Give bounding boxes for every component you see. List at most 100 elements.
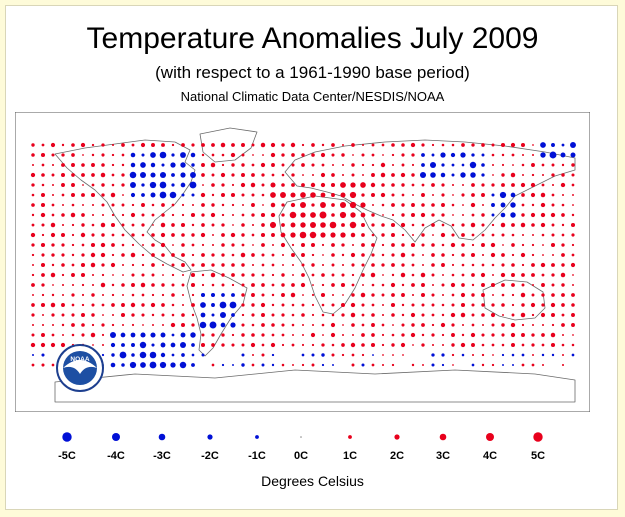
anomaly-dot (80, 272, 86, 278)
anomaly-dot (410, 332, 416, 338)
anomaly-dot (100, 282, 106, 288)
anomaly-dot (561, 283, 565, 287)
anomaly-dot (161, 213, 165, 217)
anomaly-dot (209, 321, 217, 329)
anomaly-dot (411, 303, 415, 307)
anomaly-dot (179, 341, 187, 349)
anomaly-dot (500, 222, 506, 228)
anomaly-dot (100, 242, 106, 248)
anomaly-dot (180, 182, 186, 188)
anomaly-dot (420, 292, 426, 298)
anomaly-dot (121, 153, 125, 157)
anomaly-dot (339, 211, 347, 219)
anomaly-dot (151, 233, 155, 237)
anomaly-dot (511, 273, 515, 277)
anomaly-dot (221, 333, 225, 337)
anomaly-dot (401, 243, 405, 247)
anomaly-dot (421, 223, 425, 227)
anomaly-dot (51, 153, 55, 157)
anomaly-dot (261, 273, 265, 277)
anomaly-dot (40, 302, 46, 308)
anomaly-dot (81, 253, 85, 257)
anomaly-dot (271, 233, 275, 237)
anomaly-dot (371, 363, 375, 367)
anomaly-dot (321, 273, 325, 277)
anomaly-dot (241, 333, 245, 337)
anomaly-dot (531, 333, 535, 337)
anomaly-dot (350, 342, 356, 348)
anomaly-dot (431, 293, 435, 297)
anomaly-dot (370, 342, 376, 348)
anomaly-dot (91, 273, 95, 277)
anomaly-dot (301, 313, 305, 317)
anomaly-dot (321, 353, 325, 357)
anomaly-dot (520, 252, 526, 258)
anomaly-dot (242, 204, 244, 206)
anomaly-dot (159, 361, 167, 369)
anomaly-dot (341, 333, 345, 337)
anomaly-dot (481, 353, 485, 357)
anomaly-dot (330, 232, 336, 238)
anomaly-dot (411, 183, 415, 187)
anomaly-dot (291, 283, 295, 287)
anomaly-dot (431, 263, 435, 267)
anomaly-dot (521, 233, 525, 237)
anomaly-dot (481, 153, 485, 157)
anomaly-dot (281, 323, 285, 327)
anomaly-dot (532, 144, 534, 146)
anomaly-dot (260, 162, 266, 168)
anomaly-dot (261, 343, 265, 347)
anomaly-dot (220, 172, 226, 178)
anomaly-dot (441, 253, 445, 257)
anomaly-dot (41, 323, 45, 327)
anomaly-dot (231, 273, 235, 277)
anomaly-dot (371, 223, 375, 227)
anomaly-dot (151, 313, 155, 317)
anomaly-dot (282, 264, 284, 266)
anomaly-dot (251, 363, 255, 367)
anomaly-dot (512, 164, 514, 166)
anomaly-dot (151, 263, 155, 267)
anomaly-dot (162, 274, 164, 276)
anomaly-dot (461, 353, 465, 357)
anomaly-dot (181, 323, 185, 327)
anomaly-dot (81, 173, 85, 177)
legend-label: -1C (248, 450, 266, 462)
anomaly-dot (351, 163, 355, 167)
anomaly-dot (501, 343, 505, 347)
anomaly-dot (41, 173, 45, 177)
anomaly-dot (492, 174, 494, 176)
anomaly-dot (370, 182, 376, 188)
anomaly-dot (501, 183, 505, 187)
anomaly-dot (360, 212, 366, 218)
anomaly-dot (301, 183, 305, 187)
anomaly-dot (501, 353, 505, 357)
anomaly-dot (441, 213, 445, 217)
anomaly-dot (190, 332, 196, 338)
anomaly-dot (560, 152, 566, 158)
anomaly-dot (481, 163, 485, 167)
anomaly-dot (341, 343, 345, 347)
anomaly-dot (572, 204, 574, 206)
anomaly-dot (160, 222, 166, 228)
anomaly-dot (351, 263, 355, 267)
anomaly-dot (131, 203, 135, 207)
anomaly-dot (371, 303, 375, 307)
anomaly-dot (151, 293, 155, 297)
anomaly-dot (510, 322, 516, 328)
anomaly-dot (521, 213, 525, 217)
anomaly-dot (81, 293, 85, 297)
anomaly-dot (401, 213, 405, 217)
anomaly-dot (50, 222, 56, 228)
anomaly-dot (140, 282, 146, 288)
anomaly-dot (371, 163, 375, 167)
anomaly-dot (119, 351, 127, 359)
anomaly-dot (61, 143, 65, 147)
anomaly-dot (211, 203, 215, 207)
anomaly-dot (130, 252, 136, 258)
anomaly-dot (121, 223, 125, 227)
anomaly-dot (451, 143, 455, 147)
anomaly-dot (461, 223, 465, 227)
anomaly-dot (441, 203, 445, 207)
anomaly-dot (150, 192, 156, 198)
